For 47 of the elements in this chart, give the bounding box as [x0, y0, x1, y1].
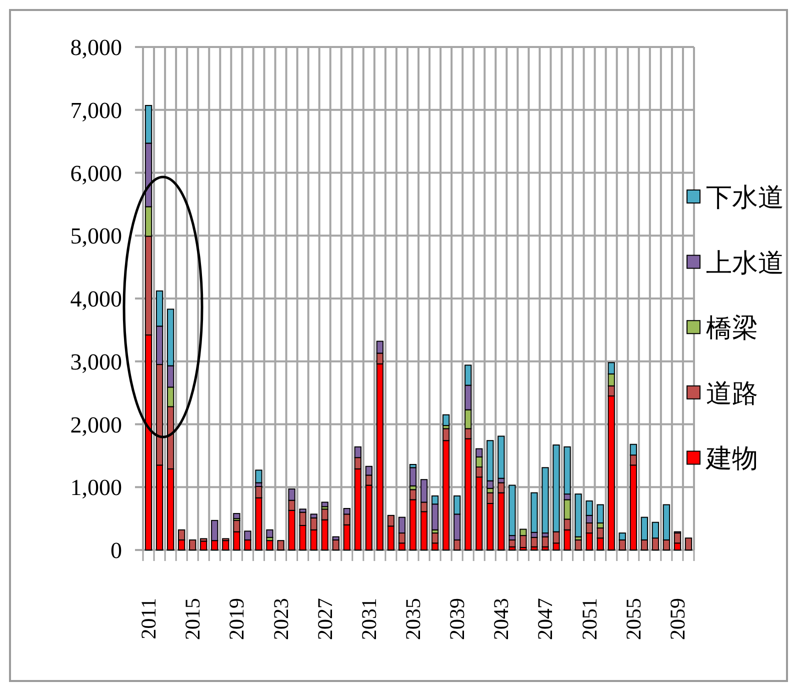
- y-tick-label: 2,000: [70, 412, 122, 438]
- x-tick-label: 2051: [577, 598, 602, 640]
- y-tick-label: 0: [110, 538, 122, 563]
- y-tick-label: 5,000: [70, 224, 122, 249]
- bar: [189, 539, 196, 550]
- bar: [508, 484, 516, 536]
- bar: [684, 538, 692, 550]
- x-tick-label: 2043: [489, 598, 514, 640]
- bar: [574, 539, 582, 550]
- x-tick-label: 2011: [136, 598, 161, 640]
- x-tick-label: 2031: [356, 598, 381, 640]
- y-tick-label: 6,000: [70, 160, 122, 186]
- y-tick-label: 3,000: [70, 349, 122, 374]
- bar: [530, 536, 538, 548]
- bar: [321, 502, 328, 508]
- bar: [498, 436, 505, 479]
- bar: [222, 540, 230, 550]
- x-tick-label: 2039: [445, 598, 470, 640]
- bar: [277, 540, 284, 550]
- bar: [542, 536, 549, 548]
- bar: [409, 467, 417, 486]
- bar: [266, 540, 274, 550]
- x-tick-label: 2035: [400, 598, 425, 640]
- bar: [200, 540, 208, 550]
- x-tick-label: 2055: [621, 598, 646, 640]
- bar: [266, 529, 274, 538]
- legend-label: 建物: [705, 444, 758, 474]
- legend-label: 道路: [706, 378, 758, 408]
- bar: [233, 513, 240, 520]
- bar: [442, 414, 450, 426]
- x-tick-label: 2047: [533, 598, 558, 640]
- x-tick-label: 2023: [268, 598, 293, 640]
- legend-label: 上水道: [706, 248, 784, 278]
- bar: [255, 470, 262, 484]
- bar: [508, 539, 516, 548]
- y-tick-label: 8,000: [70, 35, 122, 60]
- bar: [574, 494, 582, 538]
- y-tick-label: 1,000: [70, 475, 122, 500]
- y-tick-label: 7,000: [70, 98, 122, 123]
- y-tick-label: 4,000: [70, 286, 122, 312]
- x-tick-label: 2019: [224, 598, 249, 640]
- legend-label: 橋梁: [706, 314, 758, 343]
- bar: [542, 467, 549, 534]
- x-tick-label: 2059: [665, 598, 690, 640]
- x-tick-label: 2015: [180, 598, 205, 640]
- x-tick-label: 2027: [312, 598, 337, 640]
- legend-label: 下水道: [706, 183, 784, 212]
